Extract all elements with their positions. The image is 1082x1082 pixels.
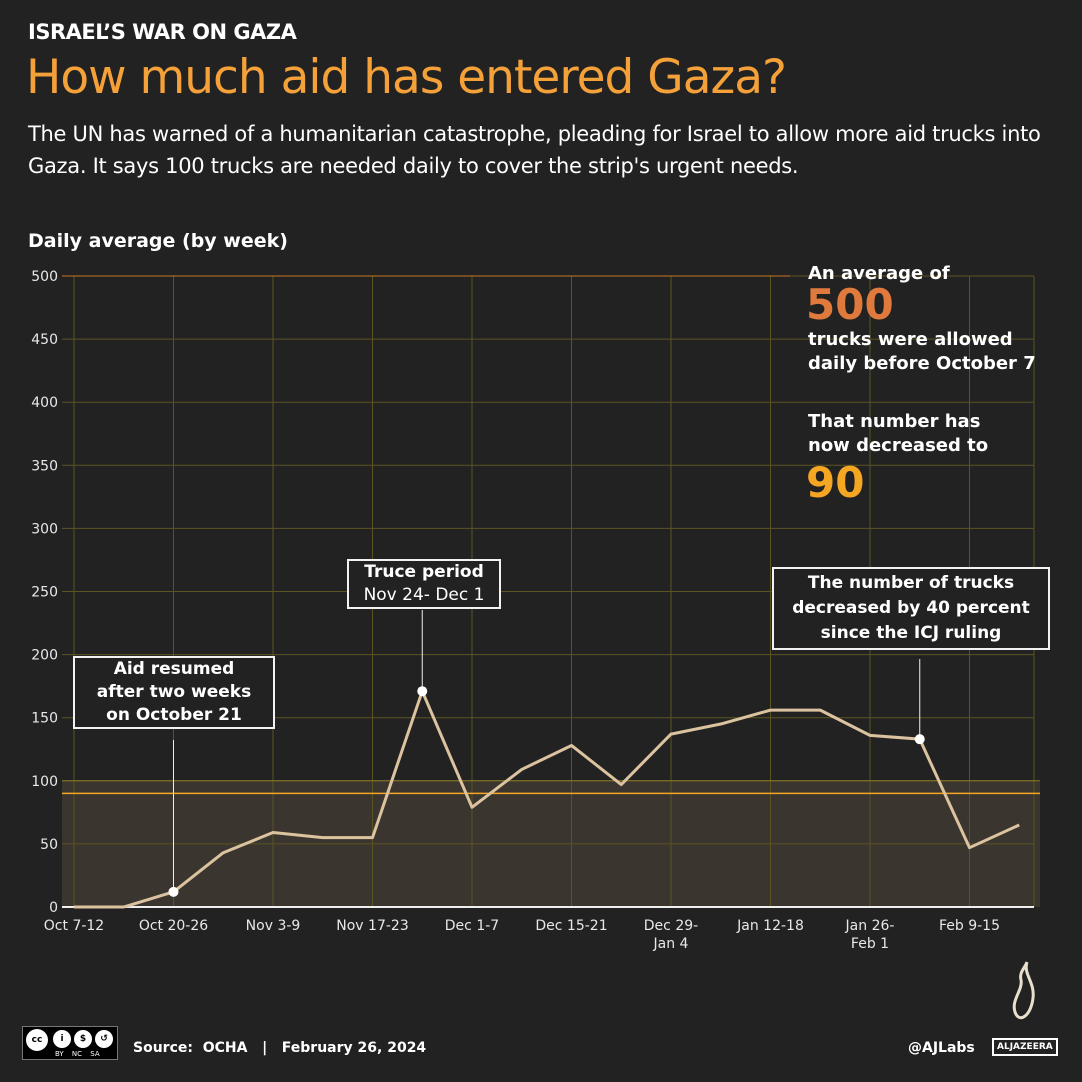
annotation-line: Truce period	[364, 562, 484, 582]
page-title: How much aid has entered Gaza?	[26, 50, 787, 105]
now-label-2: now decreased to	[808, 435, 989, 456]
y-tick-label: 100	[31, 774, 58, 790]
annotation-icj: The number of trucks decreased by 40 per…	[772, 567, 1050, 650]
source: Source: OCHA | February 26, 2024	[133, 1040, 427, 1056]
x-tick-label: Jan 12-18	[736, 918, 804, 934]
annotation-line: after two weeks	[96, 682, 252, 702]
x-tick-label: Jan 4	[653, 936, 689, 952]
before-desc-2: daily before October 7	[808, 353, 1036, 374]
series-line	[74, 689, 1020, 909]
x-tick-label: Feb 9-15	[939, 918, 1000, 934]
creative-commons-badge: cc i $ ↺ BY NC SA	[22, 1026, 118, 1060]
before-label: An average of	[808, 263, 950, 284]
y-tick-label: 200	[31, 648, 58, 664]
annotation-line: decreased by 40 percent	[792, 598, 1030, 618]
now-label-1: That number has	[808, 411, 981, 432]
by-icon: i	[53, 1030, 71, 1048]
kicker: ISRAEL’S WAR ON GAZA	[28, 20, 297, 44]
annotation-line: The number of trucks	[807, 573, 1015, 593]
annotation-line: since the ICJ ruling	[820, 623, 1002, 643]
subtitle: The UN has warned of a humanitarian cata…	[28, 122, 1041, 178]
before-value: 500	[806, 280, 894, 329]
y-tick-label: 500	[31, 269, 58, 285]
x-tick-label: Nov 17-23	[336, 918, 408, 934]
handle: @AJLabs	[908, 1040, 975, 1056]
annotation-line: on October 21	[106, 705, 242, 725]
y-tick-label: 450	[31, 332, 58, 348]
x-tick-label: Oct 7-12	[44, 918, 104, 934]
y-tick-label: 50	[40, 837, 58, 853]
x-tick-label: Nov 3-9	[246, 918, 301, 934]
y-tick-label: 350	[31, 458, 58, 474]
aljazeera-emblem-icon	[1012, 961, 1035, 1020]
x-tick-label: Oct 20-26	[139, 918, 208, 934]
x-tick-label: Dec 29-	[644, 918, 698, 934]
x-tick-label: Feb 1	[851, 936, 889, 952]
annotation-aid-resumed: Aid resumed after two weeks on October 2…	[73, 656, 275, 729]
y-tick-label: 250	[31, 585, 58, 601]
annotation-line: Aid resumed	[113, 659, 235, 679]
aljazeera-logo: ALJAZEERA	[992, 1038, 1058, 1056]
annotation-line: Nov 24- Dec 1	[363, 585, 485, 605]
x-tick-label: Jan 26-	[845, 918, 895, 934]
x-tick-label: Dec 1-7	[445, 918, 499, 934]
license-text: BY NC SA	[55, 1050, 100, 1058]
y-tick-label: 400	[31, 395, 58, 411]
y-axis-label: Daily average (by week)	[28, 230, 288, 252]
y-tick-label: 300	[31, 521, 58, 537]
before-desc-1: trucks were allowed	[808, 329, 1013, 350]
highlight-point	[914, 734, 925, 745]
annotation-truce: Truce period Nov 24- Dec 1	[347, 559, 501, 609]
cc-icon: cc	[26, 1029, 48, 1051]
nc-icon: $	[74, 1030, 92, 1048]
y-tick-label: 150	[31, 711, 58, 727]
sa-icon: ↺	[95, 1030, 113, 1048]
x-tick-label: Dec 15-21	[535, 918, 607, 934]
y-tick-label: 0	[49, 900, 58, 916]
highlight-point	[417, 686, 428, 697]
now-value: 90	[806, 458, 865, 507]
highlight-point	[168, 886, 179, 897]
